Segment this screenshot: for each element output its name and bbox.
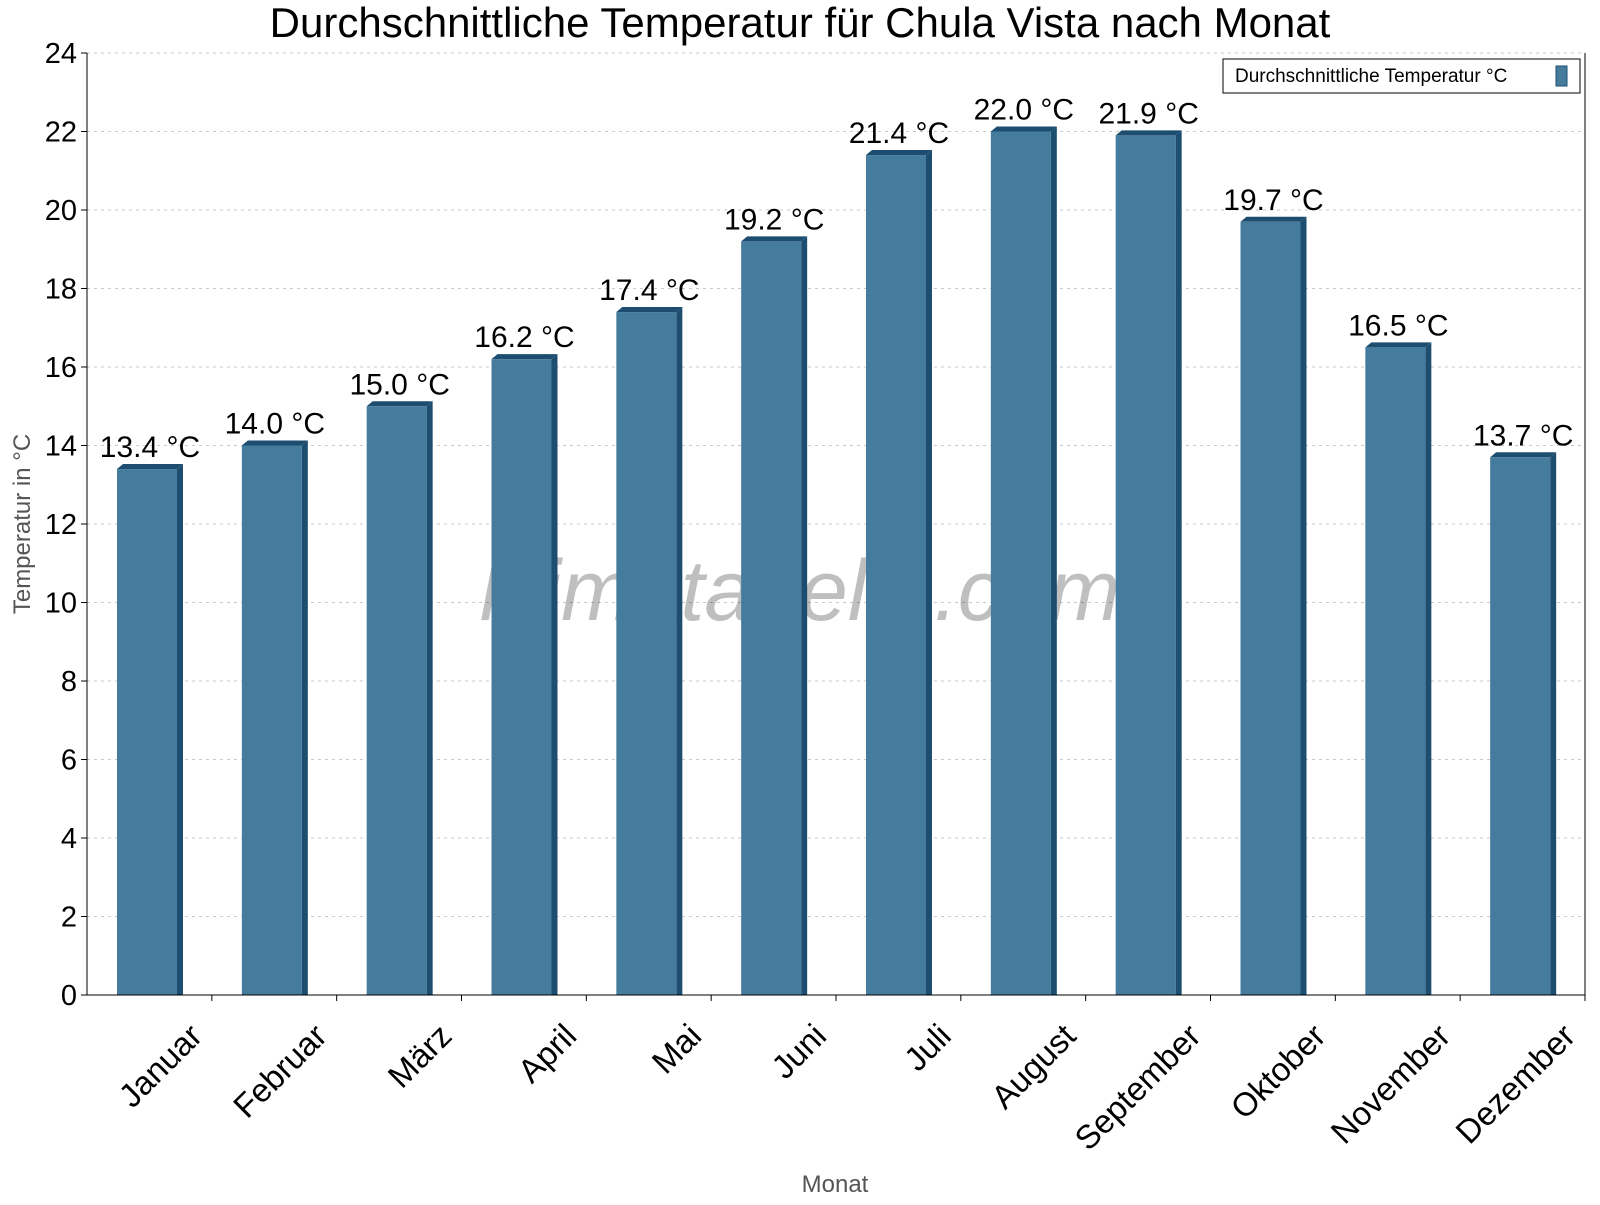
bar-top (117, 464, 183, 470)
y-tick-label: 16 (45, 352, 77, 384)
y-tick-label: 10 (45, 588, 77, 620)
x-axis-label: Monat (802, 1171, 869, 1198)
bar-top (1365, 342, 1432, 348)
data-label: 22.0 °C (974, 94, 1074, 127)
x-tick-label: Dezember (1448, 1017, 1582, 1151)
bar-side (1550, 452, 1557, 995)
y-tick-label: 8 (61, 666, 77, 698)
bar-side (926, 150, 932, 996)
y-tick-label: 2 (61, 902, 77, 934)
bar-side (801, 236, 808, 995)
bar-top (1240, 216, 1307, 222)
data-label: 15.0 °C (349, 368, 449, 401)
bar-top (1115, 130, 1182, 136)
x-tick-label: Mai (644, 1017, 708, 1081)
bar-side (1425, 342, 1432, 995)
x-tick-label: April (511, 1017, 584, 1090)
bar-top (491, 354, 558, 360)
chart-title: Durchschnittliche Temperatur für Chula V… (270, 0, 1331, 46)
bar (1240, 221, 1301, 995)
y-tick-label: 14 (45, 431, 77, 463)
bar-side (301, 440, 308, 995)
x-tick-label: März (381, 1017, 459, 1095)
bar-side (551, 354, 558, 995)
bar-side (426, 401, 433, 995)
x-tick-label: Februar (226, 1017, 334, 1125)
x-tick-label: November (1323, 1017, 1457, 1151)
bar-side (1300, 216, 1307, 995)
bars: 13.4 °C 14.0 °C 15.0 °C 16.2 °C 17.4 °C 19.2 … (100, 94, 1573, 996)
bar (241, 445, 302, 995)
bar (866, 155, 926, 996)
x-tick-label: September (1067, 1017, 1207, 1157)
bar-top (241, 440, 308, 446)
y-tick-label: 20 (45, 195, 77, 227)
bar (616, 312, 677, 995)
y-tick-label: 24 (45, 38, 77, 70)
bar-top (366, 401, 433, 407)
bar (741, 241, 802, 995)
y-axis-label: Temperatur in °C (9, 434, 36, 614)
y-tick-label: 12 (45, 509, 77, 541)
data-label: 13.7 °C (1473, 419, 1573, 452)
data-label: 14.0 °C (225, 408, 325, 441)
bar-top (1490, 452, 1557, 458)
data-label: 19.2 °C (724, 203, 824, 236)
legend-label: Durchschnittliche Temperatur °C (1235, 66, 1507, 87)
x-tick-label: Juli (897, 1017, 958, 1078)
y-tick-label: 6 (61, 745, 77, 777)
bar-top (990, 126, 1057, 132)
y-tick-label: 22 (45, 117, 77, 149)
bar (117, 469, 177, 995)
data-label: 19.7 °C (1223, 184, 1323, 217)
bar (990, 131, 1051, 995)
bar-side (177, 464, 183, 995)
bar-top (866, 150, 932, 156)
bar-top (741, 236, 808, 242)
legend: Durchschnittliche Temperatur °C (1222, 58, 1581, 94)
grid (87, 52, 1585, 917)
legend-swatch (1555, 65, 1568, 87)
x-tick-label: August (984, 1017, 1083, 1116)
bar (1490, 457, 1551, 995)
y-tick-label: 0 (61, 980, 77, 1012)
bar (491, 359, 552, 995)
bar (366, 406, 427, 995)
x-tick-label: Oktober (1223, 1017, 1332, 1126)
y-tick-label: 4 (61, 823, 77, 855)
data-label: 16.2 °C (474, 321, 574, 354)
bar-side (1050, 126, 1057, 995)
bar (1115, 135, 1176, 996)
bar-top (616, 307, 683, 313)
bar (1365, 347, 1426, 995)
data-label: 13.4 °C (100, 431, 200, 464)
bar-side (1175, 130, 1182, 996)
legend-box (1222, 58, 1581, 94)
data-label: 21.4 °C (849, 117, 949, 150)
y-tick-label: 18 (45, 274, 77, 306)
data-label: 16.5 °C (1348, 309, 1448, 342)
data-label: 21.9 °C (1098, 97, 1198, 130)
x-tick-label: Juni (764, 1017, 833, 1086)
data-label: 17.4 °C (599, 274, 699, 307)
x-tick-label: Januar (111, 1017, 209, 1115)
bar-side (676, 307, 683, 995)
